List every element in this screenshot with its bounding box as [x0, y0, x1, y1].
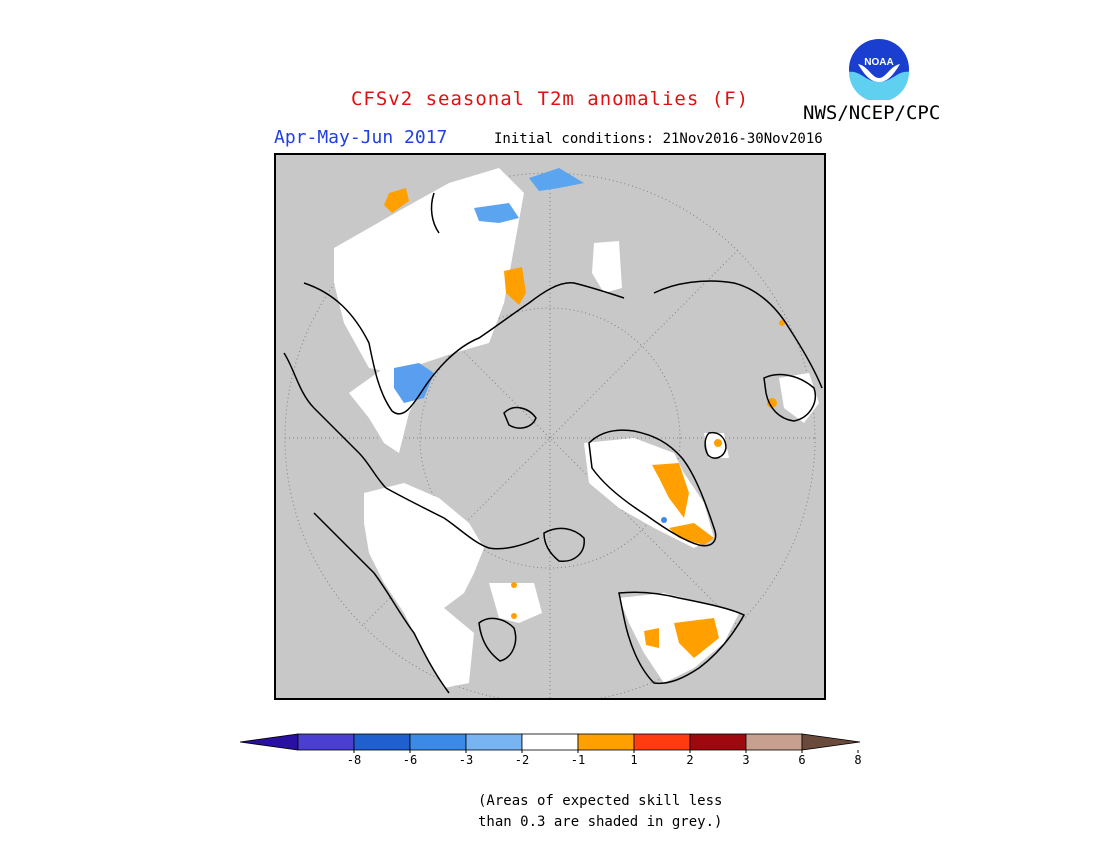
coastlines — [283, 192, 823, 694]
forecast-period: Apr-May-Jun 2017 — [274, 127, 448, 148]
warm-anomalies — [384, 188, 785, 658]
colorbar-tick-label: 2 — [686, 753, 693, 767]
skill-note-line-1: (Areas of expected skill less — [478, 793, 723, 809]
colorbar-box — [577, 733, 635, 751]
colorbar-tick-label: 6 — [798, 753, 805, 767]
skill-note: (Areas of expected skill less than 0.3 a… — [478, 791, 722, 833]
colorbar-box — [689, 733, 747, 751]
colorbar-tick-label: -2 — [515, 753, 529, 767]
map-border — [274, 153, 826, 700]
colorbar-tick-label: -8 — [347, 753, 361, 767]
colorbar-box — [409, 733, 467, 751]
noaa-logo-text: NOAA — [864, 57, 893, 68]
colorbar-tick-label: 3 — [742, 753, 749, 767]
colorbar-box — [521, 733, 579, 751]
noaa-logo: NOAA — [849, 39, 909, 100]
colorbar-box — [353, 733, 411, 751]
colorbar-tick-label: -6 — [403, 753, 417, 767]
colorbar-box — [633, 733, 691, 751]
polar-map — [274, 153, 826, 700]
colorbar-tick-label: 8 — [854, 753, 861, 767]
colorbar-tick-label: -1 — [571, 753, 585, 767]
initial-conditions: Initial conditions: 21Nov2016-30Nov2016 — [494, 131, 823, 147]
cold-anomalies — [394, 168, 667, 523]
skill-note-line-2: than 0.3 are shaded in grey.) — [478, 814, 723, 830]
colorbar-box — [297, 733, 355, 751]
agency-label: NWS/NCEP/CPC — [803, 102, 941, 124]
colorbar-tick-label: 1 — [630, 753, 637, 767]
colorbar-box — [465, 733, 523, 751]
colorbar: -8 -6 -3 -2 -1 1 2 3 6 8 — [239, 733, 862, 767]
colorbar-box — [745, 733, 803, 751]
colorbar-boxes — [239, 733, 861, 751]
colorbar-arrow-low — [239, 733, 299, 751]
colorbar-tick-label: -3 — [459, 753, 473, 767]
colorbar-labels: -8 -6 -3 -2 -1 1 2 3 6 8 — [347, 750, 862, 767]
chart-title: CFSv2 seasonal T2m anomalies (F) — [350, 88, 750, 110]
colorbar-arrow-high — [801, 733, 861, 751]
